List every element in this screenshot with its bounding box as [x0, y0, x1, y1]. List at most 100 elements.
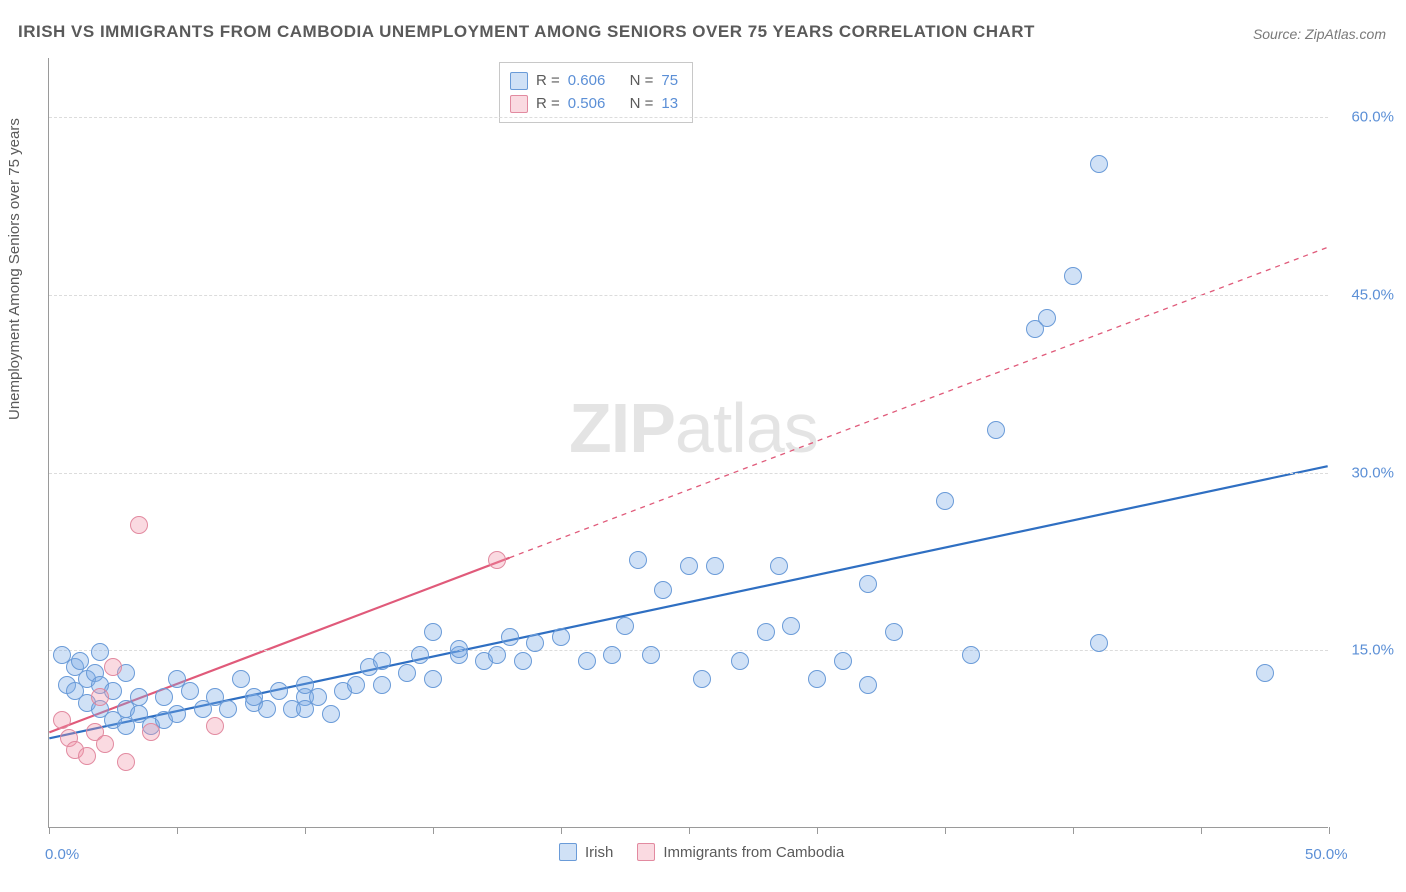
x-tick — [1329, 827, 1330, 834]
data-point — [117, 753, 135, 771]
data-point — [104, 658, 122, 676]
data-point — [219, 700, 237, 718]
stats-row: R =0.606 N =75 — [510, 69, 678, 92]
x-tick-label-max: 50.0% — [1305, 846, 1348, 863]
stat-r-label: R = — [536, 69, 560, 92]
stat-r-value: 0.606 — [568, 69, 606, 92]
x-tick — [49, 827, 50, 834]
watermark-zip: ZIP — [569, 389, 675, 467]
legend-swatch — [510, 72, 528, 90]
gridline — [49, 117, 1328, 118]
data-point — [1038, 309, 1056, 327]
legend-swatch — [559, 843, 577, 861]
data-point — [654, 581, 672, 599]
legend-label: Immigrants from Cambodia — [663, 844, 844, 861]
legend-swatch — [637, 843, 655, 861]
chart-container: IRISH VS IMMIGRANTS FROM CAMBODIA UNEMPL… — [0, 0, 1406, 892]
data-point — [526, 634, 544, 652]
data-point — [552, 628, 570, 646]
watermark: ZIPatlas — [569, 388, 818, 468]
data-point — [1090, 634, 1108, 652]
data-point — [514, 652, 532, 670]
data-point — [258, 700, 276, 718]
data-point — [424, 623, 442, 641]
data-point — [1064, 267, 1082, 285]
stat-n-label: N = — [630, 69, 654, 92]
data-point — [450, 640, 468, 658]
data-point — [757, 623, 775, 641]
data-point — [270, 682, 288, 700]
chart-title: IRISH VS IMMIGRANTS FROM CAMBODIA UNEMPL… — [18, 22, 1035, 42]
stat-r-value: 0.506 — [568, 92, 606, 115]
stat-n-label: N = — [630, 92, 654, 115]
data-point — [629, 551, 647, 569]
data-point — [578, 652, 596, 670]
x-tick — [1073, 827, 1074, 834]
data-point — [693, 670, 711, 688]
legend-swatch — [510, 95, 528, 113]
stat-n-value: 13 — [661, 92, 678, 115]
trend-lines-layer — [49, 58, 1328, 827]
gridline — [49, 650, 1328, 651]
trend-line-dashed — [510, 247, 1328, 557]
data-point — [987, 421, 1005, 439]
legend-item: Immigrants from Cambodia — [637, 843, 844, 861]
gridline — [49, 473, 1328, 474]
data-point — [322, 705, 340, 723]
data-point — [424, 670, 442, 688]
watermark-atlas: atlas — [675, 389, 818, 467]
y-tick-label: 30.0% — [1351, 464, 1394, 481]
x-tick — [433, 827, 434, 834]
data-point — [834, 652, 852, 670]
gridline — [49, 295, 1328, 296]
x-tick — [1201, 827, 1202, 834]
stats-row: R = 0.506 N = 13 — [510, 92, 678, 115]
x-tick — [305, 827, 306, 834]
plot-area: ZIPatlas R =0.606 N =75R =0.506 N =13 Ir… — [48, 58, 1328, 828]
legend-item: Irish — [559, 843, 613, 861]
trend-line — [49, 466, 1327, 738]
data-point — [488, 551, 506, 569]
data-point — [1090, 155, 1108, 173]
x-tick-label-min: 0.0% — [45, 846, 79, 863]
data-point — [130, 516, 148, 534]
data-point — [859, 575, 877, 593]
stat-r-label: R = — [536, 92, 560, 115]
data-point — [782, 617, 800, 635]
bottom-legend: Irish Immigrants from Cambodia — [559, 843, 844, 861]
data-point — [347, 676, 365, 694]
data-point — [96, 735, 114, 753]
data-point — [91, 643, 109, 661]
data-point — [373, 676, 391, 694]
data-point — [936, 492, 954, 510]
data-point — [78, 747, 96, 765]
data-point — [309, 688, 327, 706]
data-point — [232, 670, 250, 688]
y-tick-label: 15.0% — [1351, 642, 1394, 659]
y-axis-label: Unemployment Among Seniors over 75 years — [6, 118, 23, 420]
data-point — [142, 723, 160, 741]
data-point — [642, 646, 660, 664]
data-point — [603, 646, 621, 664]
data-point — [155, 688, 173, 706]
data-point — [71, 652, 89, 670]
data-point — [808, 670, 826, 688]
data-point — [181, 682, 199, 700]
data-point — [91, 688, 109, 706]
data-point — [411, 646, 429, 664]
data-point — [373, 652, 391, 670]
data-point — [962, 646, 980, 664]
x-tick — [561, 827, 562, 834]
x-tick — [689, 827, 690, 834]
x-tick — [177, 827, 178, 834]
y-tick-label: 60.0% — [1351, 109, 1394, 126]
stats-legend-box: R =0.606 N =75R =0.506 N =13 — [499, 62, 693, 123]
data-point — [206, 717, 224, 735]
data-point — [398, 664, 416, 682]
data-point — [770, 557, 788, 575]
legend-label: Irish — [585, 844, 613, 861]
data-point — [616, 617, 634, 635]
data-point — [706, 557, 724, 575]
source-label: Source: ZipAtlas.com — [1253, 26, 1386, 42]
data-point — [168, 705, 186, 723]
